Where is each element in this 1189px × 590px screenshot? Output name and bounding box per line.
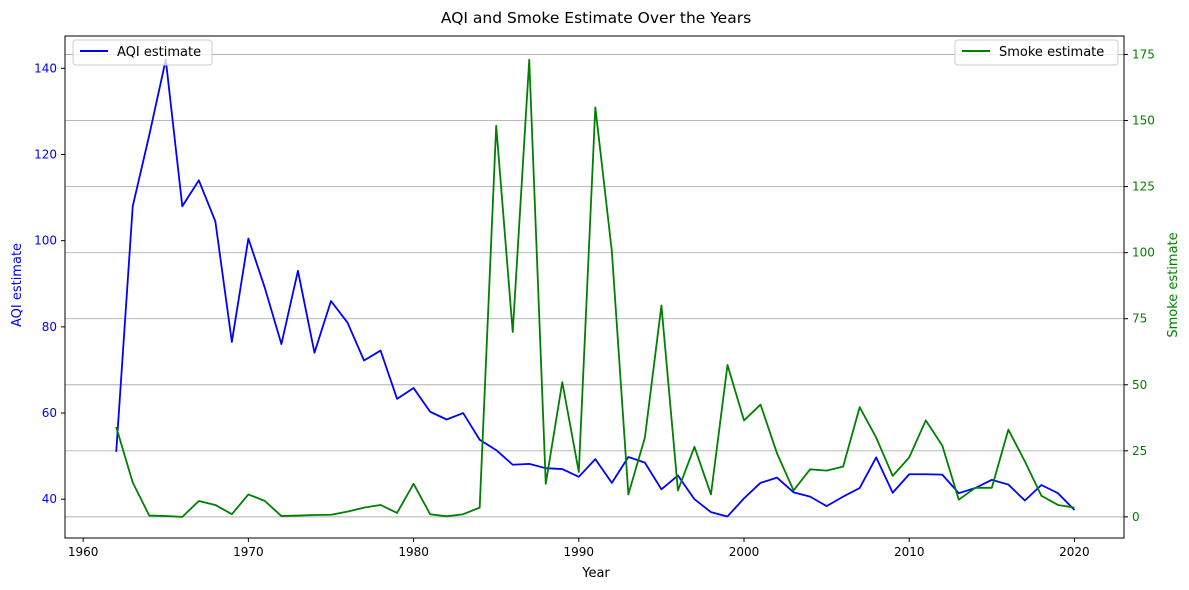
aqi-estimate-line: [115, 58, 1076, 518]
y-right-tick-label: 25: [1132, 444, 1147, 458]
legend-aqi-box: [72, 39, 213, 66]
y-axis-left: 40 60 80 100 120 140: [34, 61, 65, 506]
legend-smoke: Smoke estimate: [954, 39, 1119, 66]
y-right-tick-label: 100: [1132, 246, 1155, 260]
y-right-tick-label: 0: [1132, 510, 1140, 524]
y-right-tick-label: 75: [1132, 312, 1147, 326]
plot-series: [115, 58, 1076, 518]
legend-smoke-label: Smoke estimate: [999, 45, 1104, 60]
chart-title: AQI and Smoke Estimate Over the Years: [441, 9, 751, 27]
y-right-tick-label: 175: [1132, 47, 1155, 61]
y-right-tick-label: 125: [1132, 180, 1155, 194]
y-axis-right-title: Smoke estimate: [1166, 232, 1181, 337]
legend-smoke-box: [954, 39, 1119, 66]
y-axis-left-title: AQI estimate: [10, 243, 25, 327]
grid-lines: [65, 54, 1124, 518]
x-tick-label: 1990: [564, 545, 595, 559]
y-left-tick-label: 60: [42, 406, 57, 420]
x-tick-label: 1970: [233, 545, 264, 559]
y-left-tick-label: 40: [42, 492, 57, 506]
x-tick-label: 2000: [729, 545, 760, 559]
y-left-tick-label: 100: [34, 234, 57, 248]
x-tick-label: 1960: [68, 545, 99, 559]
x-axis: 1960 1970 1980 1990 2000 2010 2020: [68, 538, 1090, 559]
x-axis-title: Year: [581, 566, 610, 581]
plot-frame: [64, 35, 1125, 539]
x-tick-label: 2010: [894, 545, 925, 559]
smoke-estimate-line: [115, 58, 1075, 518]
y-axis-right: 0 25 50 75 100 125 150 175: [1124, 47, 1155, 524]
y-left-tick-label: 140: [34, 61, 57, 75]
legend-aqi-label: AQI estimate: [117, 45, 201, 60]
y-left-tick-label: 80: [42, 320, 57, 334]
y-right-tick-label: 50: [1132, 378, 1147, 392]
x-tick-label: 2020: [1059, 545, 1090, 559]
y-right-tick-label: 150: [1132, 114, 1155, 128]
y-left-tick-label: 120: [34, 147, 57, 161]
x-tick-label: 1980: [398, 545, 429, 559]
legend-aqi: AQI estimate: [72, 39, 213, 66]
